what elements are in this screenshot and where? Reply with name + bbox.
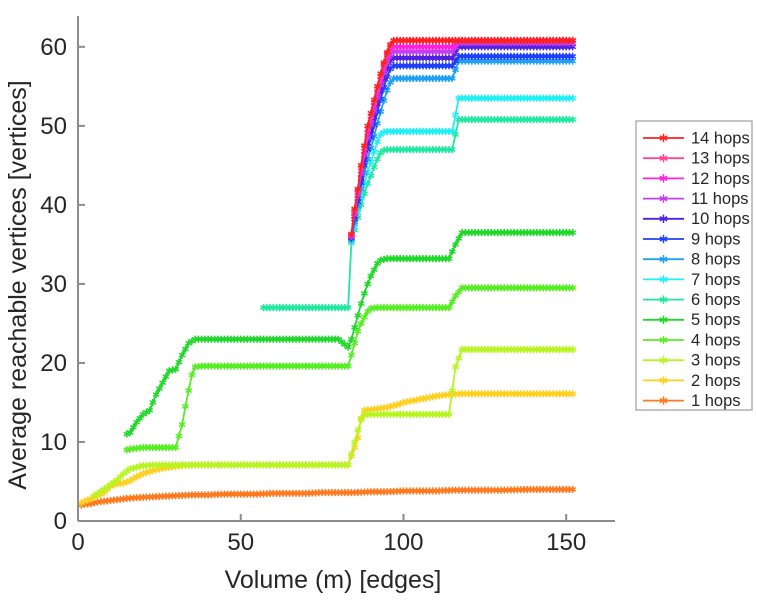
- legend-asterisk-icon: [659, 214, 668, 223]
- x-tick-label: 100: [383, 529, 423, 556]
- series-markers: [77, 485, 577, 509]
- y-tick-label: 20: [40, 350, 67, 377]
- legend-label: 2 hops: [691, 372, 741, 390]
- legend-item-5-hops[interactable]: 5 hops: [643, 311, 741, 329]
- legend-label: 4 hops: [691, 331, 741, 349]
- legend-label: 8 hops: [691, 251, 741, 269]
- series-14-hops: [347, 36, 577, 238]
- y-tick-label: 0: [54, 508, 67, 535]
- tick-labels-layer: 0 50 100 150 0 10 20 30 40 50 60: [40, 34, 586, 556]
- legend-item-9-hops[interactable]: 9 hops: [643, 230, 741, 248]
- axes-layer: [77, 16, 615, 522]
- legend-asterisk-icon: [659, 174, 668, 183]
- legend-border: [635, 120, 753, 411]
- legend-item-7-hops[interactable]: 7 hops: [643, 271, 741, 289]
- series-6-hops: [260, 115, 577, 312]
- x-axis-label: Volume (m) [edges]: [225, 566, 442, 594]
- series-7-hops: [347, 94, 577, 245]
- y-tick-label: 50: [40, 113, 67, 140]
- series-markers: [347, 36, 577, 238]
- legend-asterisk-icon: [659, 315, 668, 324]
- legend-label: 3 hops: [691, 352, 741, 370]
- series-5-hops: [123, 228, 577, 438]
- legend-item-10-hops[interactable]: 10 hops: [643, 210, 750, 228]
- x-tick-label: 150: [546, 529, 586, 556]
- x-tick-label: 0: [71, 529, 84, 556]
- legend-item-12-hops[interactable]: 12 hops: [643, 170, 750, 188]
- legend-item-1-hops[interactable]: 1 hops: [643, 392, 741, 410]
- legend-label: 5 hops: [691, 311, 741, 329]
- series-markers: [347, 94, 577, 245]
- legend-label: 9 hops: [691, 230, 741, 248]
- legend-item-4-hops[interactable]: 4 hops: [643, 331, 741, 349]
- legend[interactable]: 14 hops 13 hops 12 hops 11 hops 10 hops 9 hop…: [635, 120, 753, 411]
- legend-asterisk-icon: [659, 194, 668, 203]
- legend-asterisk-icon: [659, 295, 668, 304]
- legend-item-11-hops[interactable]: 11 hops: [643, 190, 749, 208]
- y-tick-label: 10: [40, 429, 67, 456]
- legend-label: 6 hops: [691, 291, 741, 309]
- x-tick-label: 50: [227, 529, 254, 556]
- legend-label: 7 hops: [691, 271, 741, 289]
- y-tick-label: 30: [40, 271, 67, 298]
- series-3-hops: [90, 345, 577, 500]
- legend-item-13-hops[interactable]: 13 hops: [643, 150, 750, 168]
- legend-item-8-hops[interactable]: 8 hops: [643, 251, 741, 269]
- legend-item-14-hops[interactable]: 14 hops: [643, 129, 750, 147]
- legend-label: 12 hops: [691, 170, 750, 188]
- legend-asterisk-icon: [659, 234, 668, 244]
- legend-item-2-hops[interactable]: 2 hops: [643, 372, 741, 390]
- legend-asterisk-icon: [659, 376, 668, 385]
- y-tick-label: 40: [40, 192, 67, 219]
- legend-label: 10 hops: [691, 210, 750, 228]
- series-markers: [90, 345, 577, 500]
- legend-asterisk-icon: [659, 335, 668, 345]
- legend-label: 1 hops: [691, 392, 741, 410]
- legend-label: 11 hops: [691, 190, 749, 208]
- legend-label: 13 hops: [691, 150, 750, 168]
- series-markers: [123, 228, 577, 438]
- legend-item-3-hops[interactable]: 3 hops: [643, 352, 741, 370]
- legend-asterisk-icon: [659, 255, 668, 264]
- series-4-hops: [123, 284, 577, 454]
- y-axis-label: Average reachable vertices [vertices]: [4, 80, 32, 489]
- legend-item-6-hops[interactable]: 6 hops: [643, 291, 741, 309]
- series-markers: [123, 284, 577, 454]
- legend-asterisk-icon: [659, 133, 668, 143]
- legend-label: 14 hops: [691, 129, 750, 147]
- series-layer: [77, 36, 577, 509]
- y-tick-label: 60: [40, 34, 67, 61]
- series-1-hops: [77, 485, 577, 509]
- legend-asterisk-icon: [659, 396, 668, 405]
- series-markers: [260, 115, 577, 312]
- legend-asterisk-icon: [659, 356, 668, 365]
- legend-asterisk-icon: [659, 275, 668, 284]
- legend-asterisk-icon: [659, 154, 668, 163]
